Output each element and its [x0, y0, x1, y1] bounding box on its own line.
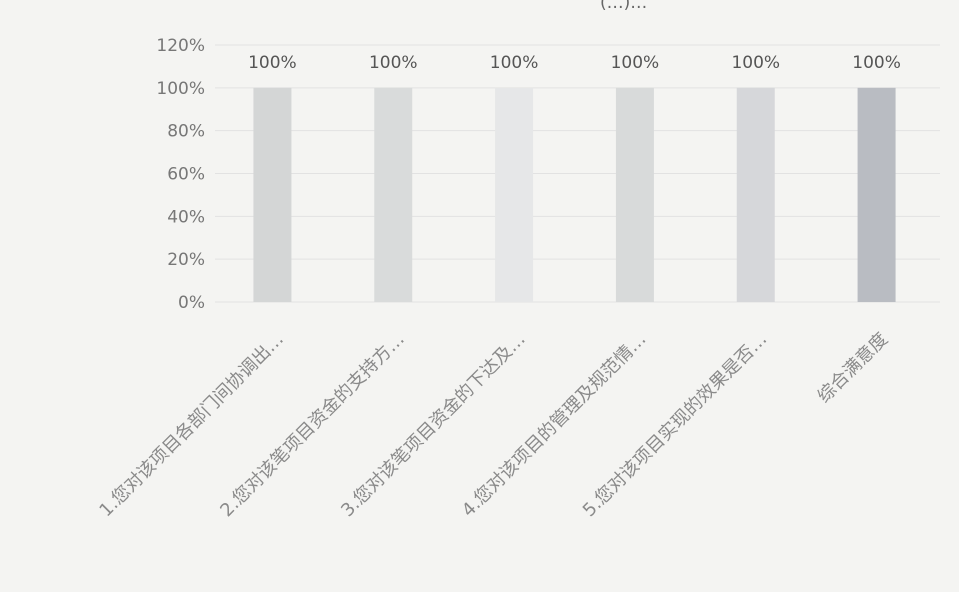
bar	[253, 87, 292, 302]
data-label: 100%	[731, 53, 780, 73]
data-label: 100%	[611, 53, 660, 73]
y-tick-label: 120%	[156, 36, 205, 56]
data-label: 100%	[369, 53, 418, 73]
data-label: 100%	[852, 53, 901, 73]
y-tick-label: 0%	[178, 293, 205, 313]
category-label: 综合满意度	[814, 329, 892, 407]
bar	[495, 87, 534, 302]
data-label: 100%	[490, 53, 539, 73]
y-tick-label: 60%	[167, 165, 205, 185]
y-tick-label: 80%	[167, 122, 205, 142]
y-tick-label: 40%	[167, 207, 205, 227]
y-tick-label: 20%	[167, 250, 205, 270]
bar	[615, 87, 654, 302]
cropped-header-text: (…)…	[600, 0, 647, 13]
bar	[736, 87, 775, 302]
bar	[857, 87, 896, 302]
y-tick-label: 100%	[156, 79, 205, 99]
bar	[374, 87, 413, 302]
data-label: 100%	[248, 53, 297, 73]
